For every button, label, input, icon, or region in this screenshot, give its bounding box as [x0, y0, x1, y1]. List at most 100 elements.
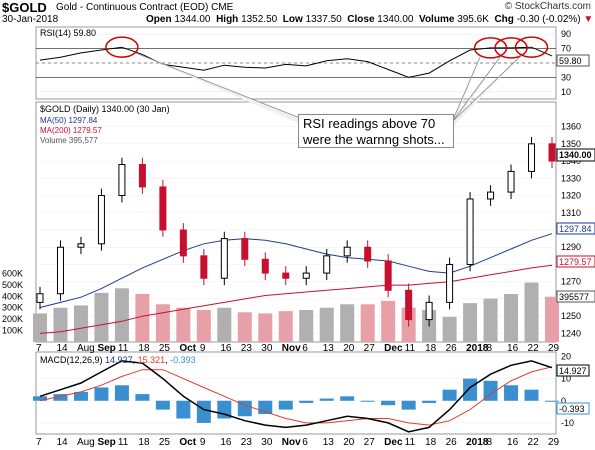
price-x-tick-label: 8 — [487, 343, 493, 354]
ma200-legend: MA(200) 1279.57 — [40, 126, 102, 135]
macd-x-tick-label: 23 — [241, 437, 253, 448]
price-x-tick-label: Nov — [282, 343, 301, 354]
macd-x-tick-label: 8 — [487, 437, 493, 448]
overbought-circle — [514, 36, 549, 58]
ma200-value-tag — [556, 255, 595, 268]
macd-x-tick-label: Aug — [77, 437, 95, 448]
macd-x-tick-label: 9 — [200, 437, 206, 448]
macd-x-tick-label: Sep — [97, 437, 115, 448]
macd-x-tick-label: 6 — [302, 437, 308, 448]
volume-bar — [237, 312, 252, 342]
volume-bar — [340, 304, 355, 342]
macd-histogram-bar — [299, 400, 314, 403]
volume-tick-label: 300K — [2, 303, 23, 313]
candle-body — [405, 289, 413, 321]
candle-body — [425, 301, 433, 321]
volume-bar — [33, 313, 47, 342]
volume-bar — [360, 304, 375, 342]
volume-legend: Volume 395,577 — [40, 136, 98, 145]
volume-tick-label: 100K — [2, 326, 23, 336]
volume-bar — [135, 294, 150, 342]
volume-bar — [483, 298, 498, 342]
volume-bar — [278, 311, 293, 342]
macd-histogram-bar — [176, 400, 191, 419]
price-x-tick-label: 25 — [159, 343, 171, 354]
hist-legend-value: -0.393 — [170, 355, 196, 365]
candle-body — [118, 164, 126, 197]
candle-body — [36, 293, 44, 303]
macd-x-tick-label: 27 — [364, 437, 376, 448]
candle-body — [241, 238, 249, 260]
candle-body — [282, 272, 290, 279]
ma50-line — [39, 233, 553, 308]
volume-tick-label: 200K — [2, 314, 23, 324]
macd-x-tick-label: 29 — [548, 437, 560, 448]
candle-body — [220, 238, 228, 279]
volume-bar — [524, 282, 539, 342]
price-tick-label: 1310 — [561, 208, 581, 218]
price-x-tick-label: 13 — [323, 343, 335, 354]
ma50-legend: MA(50) 1297.84 — [40, 116, 98, 125]
volume-label: Volume — [419, 14, 455, 25]
volume-bar — [545, 296, 559, 342]
macd-histogram-bar — [463, 378, 478, 401]
macd-x-tick-label: 26 — [446, 437, 458, 448]
rsi-tick-label: 70 — [561, 44, 571, 54]
macd-legend-name: MACD(12,26,9) — [40, 355, 103, 365]
candle-body — [302, 272, 310, 279]
candle-body — [200, 255, 208, 279]
macd-histogram-bar — [524, 389, 539, 401]
macd-legend: MACD(12,26,9) 14.927, 15.321, -0.393 — [40, 355, 196, 365]
volume-tick-label: 600K — [2, 268, 23, 278]
overbought-circle — [473, 37, 508, 59]
macd-histogram-bar — [196, 400, 211, 423]
volume-bar — [73, 305, 88, 342]
low-label: Low — [282, 14, 303, 25]
candle-body — [323, 255, 331, 274]
macd-histogram-bar — [483, 380, 498, 401]
price-x-tick-label: Oct — [179, 343, 196, 354]
volume-value: 395.6K — [457, 14, 489, 25]
volume-bar — [155, 304, 170, 342]
macd-histogram-bar — [135, 394, 150, 401]
chg-label: Chg — [494, 14, 514, 25]
price-x-tick-label: 11 — [405, 343, 416, 354]
price-x-tick-label: 16 — [507, 343, 519, 354]
macd-x-tick-label: 18 — [425, 437, 437, 448]
macd-histogram-bar — [401, 400, 416, 410]
volume-bar — [176, 307, 191, 342]
macd-x-tick-label: 11 — [118, 437, 129, 448]
price-tick-label: 1290 — [561, 242, 581, 252]
macd-histogram-bar — [278, 400, 293, 410]
price-x-tick-label: Sep — [97, 343, 115, 354]
price-x-tick-label: 16 — [220, 343, 232, 354]
price-tick-label: 1350 — [561, 139, 581, 149]
macd-value-tag — [556, 364, 590, 377]
candle-body — [97, 195, 105, 245]
symbol: $GOLD — [2, 0, 47, 15]
macd-histogram-bar — [53, 394, 68, 401]
exchange: CME — [211, 2, 234, 13]
description-text: Gold - Continuous Contract (EOD) — [56, 2, 209, 13]
high-value: 1352.50 — [241, 14, 278, 25]
rsi-line — [39, 46, 553, 78]
price-x-tick-label: 20 — [343, 343, 355, 354]
overbought-circle — [105, 36, 139, 58]
macd-x-tick-label: 11 — [405, 437, 416, 448]
macd-panel — [35, 351, 557, 435]
macd-x-tick-label: 14 — [56, 437, 68, 448]
macd-tick-label: 20 — [561, 351, 571, 361]
ma50-value-tag-text: 1297.84 — [559, 224, 592, 234]
overbought-circle — [494, 37, 528, 59]
ma50-value-tag — [556, 222, 595, 235]
macd-tick-label: -10 — [561, 418, 574, 428]
macd-tick-label: 10 — [561, 374, 571, 384]
candle-body — [446, 263, 454, 303]
candle-body — [466, 198, 474, 265]
macd-histogram-bar — [442, 389, 457, 401]
macd-histogram-bar — [114, 385, 129, 401]
macd-x-tick-label: 20 — [343, 437, 355, 448]
macd-legend-value: 14.927 — [105, 355, 133, 365]
volume-bar — [114, 288, 129, 342]
macd-histogram-bar — [381, 400, 396, 406]
